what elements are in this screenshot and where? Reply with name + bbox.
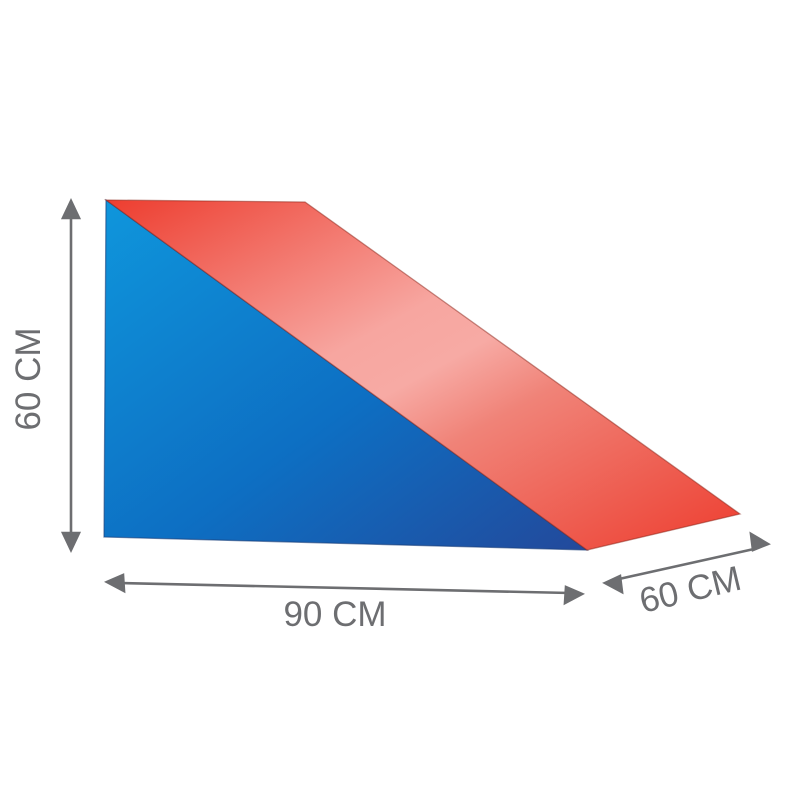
svg-text:90 CM: 90 CM [283, 595, 386, 634]
svg-text:60 CM: 60 CM [9, 327, 48, 430]
svg-text:60 CM: 60 CM [636, 559, 745, 621]
